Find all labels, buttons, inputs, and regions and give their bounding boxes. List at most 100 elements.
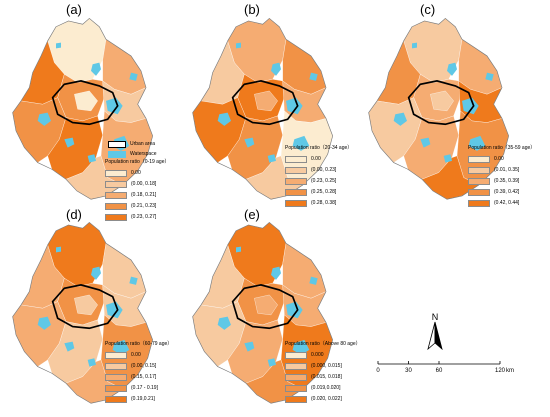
water-body bbox=[87, 154, 96, 163]
legend-swatch bbox=[105, 214, 127, 221]
water-body bbox=[412, 42, 417, 49]
legend-row: (0.18, 0.21] bbox=[105, 190, 170, 201]
legend-title: Population ratio（35-59 age） bbox=[468, 145, 536, 151]
key-urban-label: Urban area bbox=[130, 141, 156, 147]
legend-swatch bbox=[285, 396, 307, 403]
key-water: Waterspace bbox=[108, 149, 157, 159]
legend-swatch bbox=[285, 352, 307, 359]
water-body bbox=[286, 97, 303, 115]
water-body bbox=[236, 246, 241, 253]
legend-label: (0.23, 0.27] bbox=[131, 214, 157, 220]
legend-label: (0.015, 0.018] bbox=[311, 374, 342, 380]
water-body bbox=[64, 341, 75, 352]
scale-label-30: 30 bbox=[405, 368, 412, 374]
water-body bbox=[91, 266, 101, 280]
water-body bbox=[271, 266, 281, 280]
water-body bbox=[447, 62, 457, 76]
water-body bbox=[286, 301, 303, 319]
water-body bbox=[56, 246, 61, 253]
legend-title: Population ratio（20-34 age） bbox=[285, 145, 353, 151]
legend-label: (0.019,0.020] bbox=[311, 385, 341, 391]
water-body bbox=[468, 135, 486, 151]
legend-label: 0.00 bbox=[131, 352, 141, 358]
map-b bbox=[192, 17, 334, 200]
urban-area-outline bbox=[407, 80, 475, 126]
legend-swatch bbox=[105, 385, 127, 392]
water-body bbox=[56, 42, 61, 49]
water-body bbox=[462, 97, 479, 115]
north-arrow-left bbox=[427, 321, 436, 351]
map-key: Urban area Waterspace bbox=[108, 139, 157, 159]
legend-row: 0.00 bbox=[105, 168, 170, 179]
legend-row: (0.17 - 0.19] bbox=[105, 383, 172, 394]
legend-swatch bbox=[285, 156, 307, 163]
panel-letter-d: (d) bbox=[66, 207, 82, 222]
legend-label: (0.00, 0.18] bbox=[131, 181, 157, 187]
study-area-boundary bbox=[368, 17, 510, 200]
legend-row: 0.00 bbox=[468, 154, 535, 165]
legend-swatch bbox=[105, 192, 127, 199]
legend-row: (0.00, 0.15] bbox=[105, 361, 172, 372]
legend-c: Population ratio（35-59 age） 0.00 (0.01, … bbox=[468, 146, 535, 209]
panel-letter-e: (e) bbox=[244, 207, 260, 222]
map-fill bbox=[192, 18, 333, 200]
legend-b: Population ratio（20-34 age） 0.00 (0.00, … bbox=[285, 146, 352, 209]
legend-label: (0.00, 0.15] bbox=[131, 363, 157, 369]
north-label: N bbox=[432, 312, 439, 322]
water-body bbox=[129, 276, 138, 285]
water-body bbox=[420, 137, 431, 148]
map-c bbox=[368, 17, 510, 200]
legend-row: (0.19,0.21] bbox=[105, 394, 172, 405]
legend-label: 0.00 bbox=[494, 156, 504, 162]
legend-label: (0.42, 0.44] bbox=[494, 200, 520, 206]
water-body bbox=[106, 301, 123, 319]
scale-label-120: 120 bbox=[495, 368, 506, 374]
legend-label: (0.020, 0.022] bbox=[311, 396, 342, 402]
legend-row: (0.00, 0.18] bbox=[105, 179, 170, 190]
water-body bbox=[292, 339, 310, 355]
north-arrow-icon: N bbox=[427, 312, 443, 351]
legend-swatch bbox=[285, 363, 307, 370]
legend-label: (0.17 - 0.19] bbox=[131, 385, 158, 391]
legend-label: (0.35, 0.39] bbox=[494, 178, 520, 184]
legend-label: (0.000, 0.015] bbox=[311, 363, 342, 369]
legend-title: Population ratio（Above 80 age） bbox=[285, 341, 361, 347]
legend-swatch bbox=[285, 385, 307, 392]
legend-swatch bbox=[468, 178, 490, 185]
legend-label: (0.00, 0.23] bbox=[311, 167, 337, 173]
legend-swatch bbox=[285, 200, 307, 207]
legend-swatch bbox=[468, 200, 490, 207]
water-body bbox=[106, 97, 123, 115]
legend-swatch bbox=[105, 363, 127, 370]
scale-bar: 0 30 60 120 km bbox=[376, 361, 514, 374]
legend-swatch bbox=[105, 170, 127, 177]
water-body bbox=[393, 112, 407, 126]
legend-label: (0.28, 0.38] bbox=[311, 200, 337, 206]
legend-swatch bbox=[105, 352, 127, 359]
panel-letter-b: (b) bbox=[244, 2, 260, 17]
water-body bbox=[87, 358, 96, 367]
legend-swatch bbox=[285, 167, 307, 174]
urban-area-outline bbox=[231, 284, 299, 330]
legend-swatch bbox=[105, 396, 127, 403]
legend-label: (0.01, 0.35] bbox=[494, 167, 520, 173]
water-body bbox=[91, 62, 101, 76]
legend-row: (0.000, 0.015] bbox=[285, 361, 361, 372]
water-body bbox=[267, 358, 276, 367]
legend-label: (0.21, 0.23] bbox=[131, 203, 157, 209]
district-core bbox=[254, 294, 278, 316]
legend-swatch bbox=[285, 374, 307, 381]
water-body bbox=[37, 112, 51, 126]
legend-swatch bbox=[468, 156, 490, 163]
legend-row: 0.00 bbox=[105, 350, 172, 361]
legend-label: (0.15, 0.17] bbox=[131, 374, 157, 380]
water-body bbox=[236, 42, 241, 49]
legend-label: (0.25, 0.28] bbox=[311, 189, 337, 195]
legend-row: (0.01, 0.35] bbox=[468, 165, 535, 176]
legend-row: (0.39, 0.42] bbox=[468, 187, 535, 198]
legend-row: (0.23, 0.25] bbox=[285, 176, 352, 187]
legend-row: (0.42, 0.44] bbox=[468, 198, 535, 209]
urban-area-outline bbox=[51, 284, 119, 330]
legend-row: (0.020, 0.022] bbox=[285, 394, 361, 405]
legend-row: (0.15, 0.17] bbox=[105, 372, 172, 383]
